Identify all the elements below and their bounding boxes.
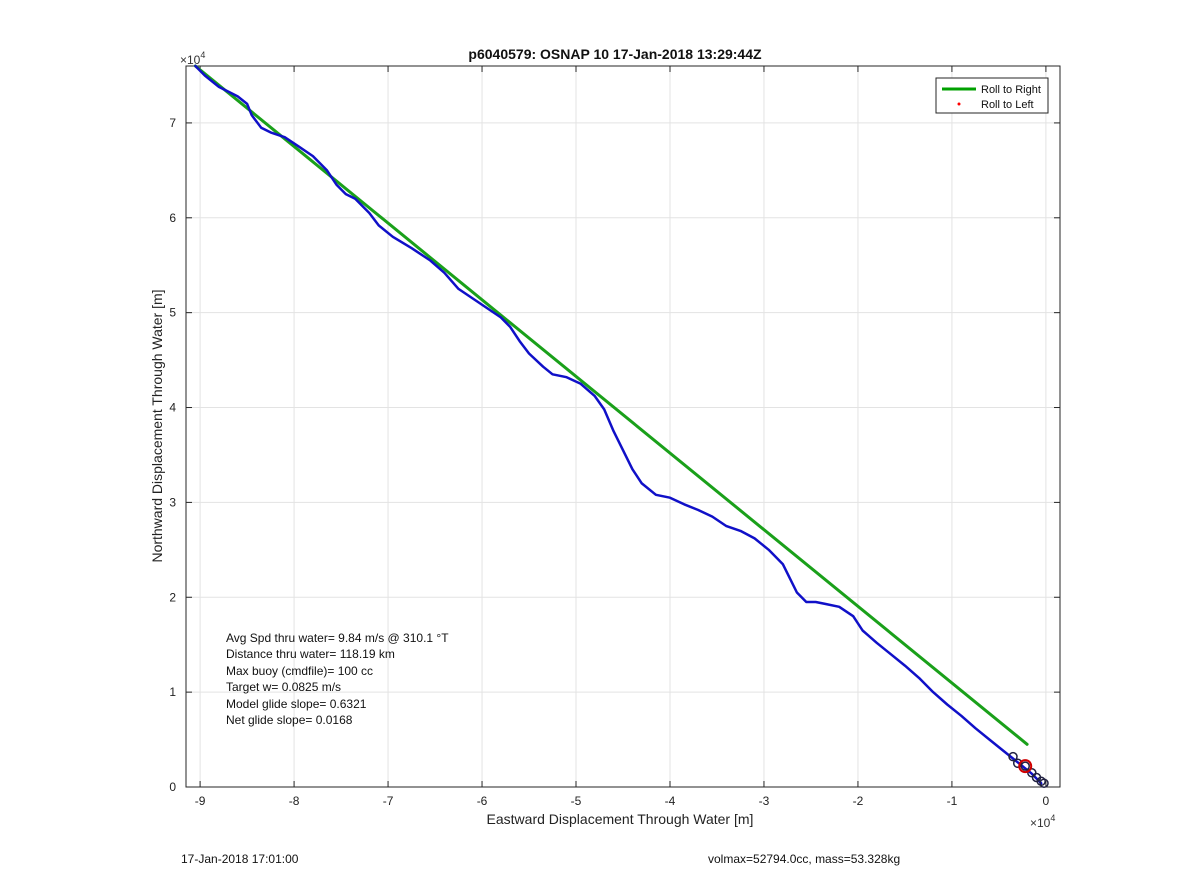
x-tick-label: -2 bbox=[853, 794, 864, 808]
x-tick-label: -3 bbox=[759, 794, 770, 808]
series-line-track bbox=[194, 64, 1043, 785]
x-tick-label: -5 bbox=[571, 794, 582, 808]
stats-annotations: Avg Spd thru water= 9.84 m/s @ 310.1 °T … bbox=[226, 631, 449, 727]
end-marker bbox=[1027, 768, 1037, 778]
y-tick-label: 0 bbox=[169, 780, 176, 794]
y-tick-label: 1 bbox=[169, 685, 176, 699]
grid bbox=[186, 66, 1060, 788]
y-tick-label: 7 bbox=[169, 116, 176, 130]
y-axis-label: Northward Displacement Through Water [m] bbox=[149, 289, 165, 562]
y-tick-label: 5 bbox=[169, 306, 176, 320]
red-marker bbox=[1018, 759, 1033, 774]
x-tick-label: -9 bbox=[195, 794, 206, 808]
footer-mass-info: volmax=52794.0cc, mass=53.328kg bbox=[708, 852, 901, 866]
x-exponent-power: 4 bbox=[1050, 813, 1055, 823]
x-axis-label: Eastward Displacement Through Water [m] bbox=[487, 811, 754, 827]
annotation-distance: Distance thru water= 118.19 km bbox=[226, 647, 395, 661]
y-exponent-base: ×10 bbox=[180, 53, 201, 67]
series-layer bbox=[193, 64, 1043, 785]
legend-box bbox=[935, 77, 1049, 114]
x-tick-label: -1 bbox=[947, 794, 958, 808]
legend-label-roll-right: Roll to Right bbox=[981, 84, 1041, 96]
annotation-max-buoy: Max buoy (cmdfile)= 100 cc bbox=[226, 664, 373, 678]
y-exponent-label: ×104 bbox=[180, 50, 205, 67]
legend-swatch-roll-left bbox=[957, 102, 961, 106]
annotation-avg-speed: Avg Spd thru water= 9.84 m/s @ 310.1 °T bbox=[226, 631, 449, 645]
end-markers bbox=[1008, 751, 1049, 788]
y-tick-label: 4 bbox=[169, 401, 176, 415]
annotation-target-w: Target w= 0.0825 m/s bbox=[226, 680, 341, 694]
x-exponent-label: ×104 bbox=[1030, 813, 1055, 830]
end-marker bbox=[1008, 751, 1018, 762]
end-marker bbox=[1039, 778, 1049, 788]
footer-date: 17-Jan-2018 17:01:00 bbox=[181, 852, 299, 866]
x-tick-label: -8 bbox=[289, 794, 300, 808]
x-tick-label: -4 bbox=[665, 794, 676, 808]
y-exponent-power: 4 bbox=[200, 50, 205, 60]
x-exponent-base: ×10 bbox=[1030, 816, 1051, 830]
legend: Roll to Right Roll to Left bbox=[935, 77, 1049, 114]
y-tick-label: 3 bbox=[169, 495, 176, 509]
x-tick-label: 0 bbox=[1043, 794, 1050, 808]
chart-title: p6040579: OSNAP 10 17-Jan-2018 13:29:44Z bbox=[468, 46, 762, 62]
annotation-model-glide: Model glide slope= 0.6321 bbox=[226, 697, 367, 711]
y-tick-label: 6 bbox=[169, 211, 176, 225]
legend-label-roll-left: Roll to Left bbox=[981, 99, 1034, 111]
end-marker bbox=[1020, 761, 1030, 771]
x-tick-label: -7 bbox=[383, 794, 394, 808]
plot-frame bbox=[185, 65, 1061, 788]
axis-ticks: -9 -8 -7 -6 -5 -4 -3 -2 -1 0 0 1 2 3 4 5 6 7 bbox=[169, 66, 1060, 808]
x-tick-label: -6 bbox=[477, 794, 488, 808]
annotation-net-glide: Net glide slope= 0.0168 bbox=[226, 713, 353, 727]
y-tick-label: 2 bbox=[169, 590, 176, 604]
